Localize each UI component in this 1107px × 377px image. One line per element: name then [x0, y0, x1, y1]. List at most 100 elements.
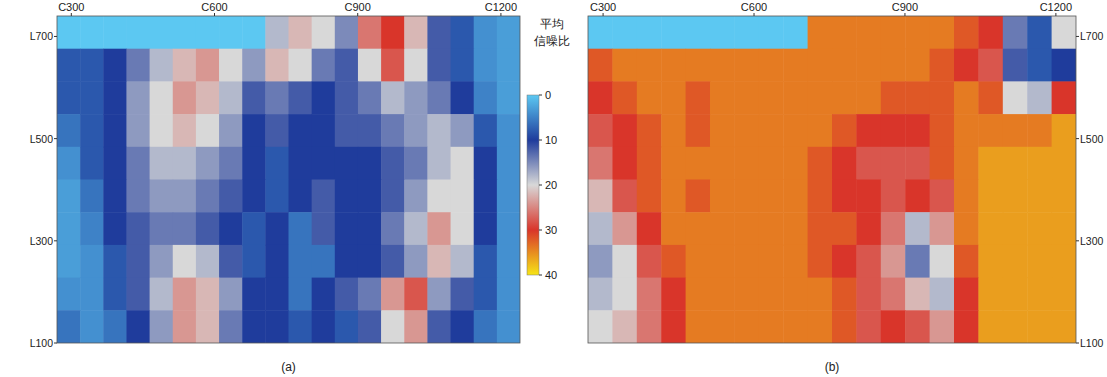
heat-cell — [126, 81, 150, 114]
heat-cell — [978, 147, 1003, 180]
heat-cell — [57, 81, 81, 114]
heat-cell — [832, 212, 857, 245]
colorbar-bar — [527, 95, 539, 275]
heat-cell — [173, 212, 197, 245]
heat-cell — [474, 212, 498, 245]
colorbar-tick-label: 0 — [545, 89, 551, 101]
heat-cell — [978, 180, 1003, 213]
heat-cell — [335, 245, 359, 278]
heat-cell — [612, 147, 637, 180]
heat-cell — [242, 310, 266, 343]
heat-cell — [686, 81, 711, 114]
heat-cell — [265, 180, 289, 213]
heat-cell — [588, 212, 613, 245]
heat-cell — [808, 310, 833, 343]
heat-cell — [474, 16, 498, 49]
heat-cell — [497, 180, 520, 213]
heat-cell — [612, 81, 637, 114]
heat-cell — [612, 310, 637, 343]
heat-cell — [80, 49, 104, 82]
heat-cell — [930, 212, 955, 245]
y-tick — [54, 240, 57, 241]
heat-cell — [265, 147, 289, 180]
heat-cell — [497, 310, 520, 343]
heat-cell — [1003, 310, 1028, 343]
heat-cell — [686, 147, 711, 180]
heat-cell — [661, 16, 686, 49]
heat-cell — [427, 114, 451, 147]
heat-cell — [265, 114, 289, 147]
heat-cell — [381, 278, 405, 311]
heat-cell — [1003, 180, 1028, 213]
heat-cell — [881, 114, 906, 147]
heat-cell — [57, 147, 81, 180]
heat-cell — [103, 114, 127, 147]
heat-cell — [219, 147, 243, 180]
heat-cell — [978, 310, 1003, 343]
x-tick-label: C300 — [58, 1, 84, 13]
heat-cell — [358, 16, 382, 49]
heat-cell — [808, 81, 833, 114]
x-tick-label: C900 — [892, 1, 918, 13]
heat-cell — [832, 245, 857, 278]
heat-cell — [219, 81, 243, 114]
heat-cell — [759, 180, 784, 213]
heat-cell — [588, 310, 613, 343]
heat-cell — [783, 147, 808, 180]
heat-cell — [335, 147, 359, 180]
heat-cell — [832, 310, 857, 343]
x-tick — [357, 13, 358, 16]
heat-cell — [57, 278, 81, 311]
heat-cell — [289, 49, 313, 82]
heat-cell — [954, 278, 979, 311]
heat-cell — [80, 147, 104, 180]
heat-cell — [637, 245, 662, 278]
heat-cell — [196, 114, 220, 147]
cells — [588, 16, 1076, 343]
heat-cell — [978, 278, 1003, 311]
heat-cell — [881, 147, 906, 180]
heat-cell — [686, 180, 711, 213]
heat-cell — [686, 310, 711, 343]
heat-cell — [451, 147, 475, 180]
heat-cell — [150, 180, 174, 213]
heat-cell — [954, 147, 979, 180]
heat-cell — [57, 310, 81, 343]
heat-cell — [1003, 212, 1028, 245]
heat-cell — [381, 310, 405, 343]
heat-cell — [265, 278, 289, 311]
heat-cell — [358, 49, 382, 82]
heat-cell — [150, 49, 174, 82]
heat-cell — [289, 310, 313, 343]
heat-cell — [219, 16, 243, 49]
heat-cell — [196, 278, 220, 311]
heat-cell — [978, 81, 1003, 114]
heat-cell — [126, 278, 150, 311]
colorbar-tick-label: 40 — [545, 269, 557, 281]
heat-cell — [196, 310, 220, 343]
x-tick — [1055, 13, 1056, 16]
heat-cell — [856, 16, 881, 49]
heat-cell — [710, 245, 735, 278]
heat-cell — [265, 310, 289, 343]
heat-cell — [856, 278, 881, 311]
y-tick — [1076, 240, 1079, 241]
heat-cell — [312, 212, 336, 245]
y-tick-label: L300 — [30, 235, 54, 247]
colorbar-tick — [539, 275, 542, 276]
heat-cell — [808, 245, 833, 278]
heat-cell — [289, 16, 313, 49]
heat-cell — [335, 278, 359, 311]
heat-cell — [1052, 81, 1076, 114]
heat-cell — [242, 212, 266, 245]
heat-cell — [312, 245, 336, 278]
heat-cell — [832, 147, 857, 180]
heat-cell — [978, 212, 1003, 245]
heat-cell — [219, 310, 243, 343]
colorbar-tick — [539, 185, 542, 186]
heat-cell — [1027, 278, 1052, 311]
heat-cell — [588, 278, 613, 311]
heat-cell — [196, 16, 220, 49]
heat-cell — [734, 278, 759, 311]
cells — [57, 16, 520, 343]
